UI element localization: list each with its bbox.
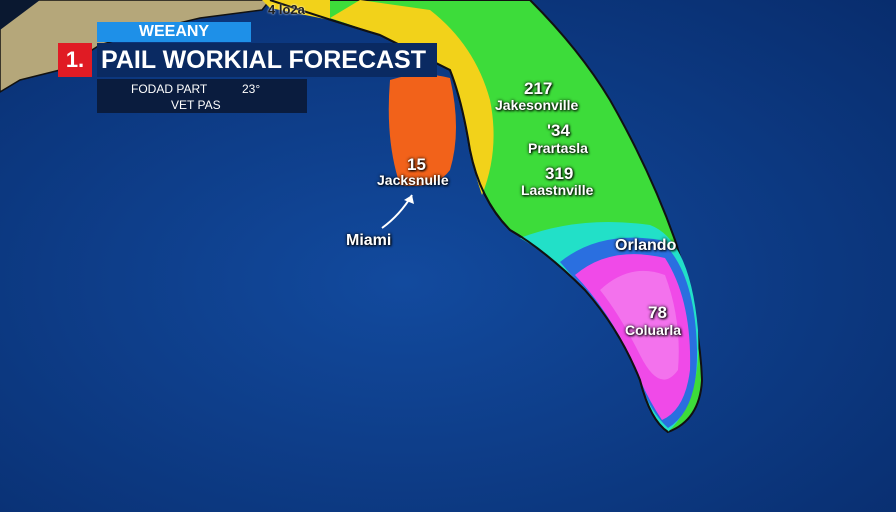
city-1: Jakesonville — [495, 97, 579, 113]
value-3: 319 — [545, 164, 574, 183]
offshore-city: Jacksnulle — [377, 172, 449, 188]
top-label: 4 lo2a — [268, 2, 305, 17]
city-2: Prartasla — [528, 140, 588, 156]
banner-number-badge: 1. — [58, 43, 92, 77]
magenta-core — [600, 270, 679, 380]
banner-kicker: WEEANY — [97, 22, 251, 42]
banner-subpanel: FODAD PART 23° VET PAS — [97, 79, 307, 113]
banner-sub-left: FODAD PART — [131, 82, 208, 96]
west-coastline — [269, 0, 669, 433]
banner-title: PAIL WORKIAL FORECAST — [97, 43, 437, 77]
city-4: Orlando — [615, 237, 677, 254]
value-1: 217 — [524, 79, 553, 98]
offshore-value: 15 — [407, 155, 426, 174]
value-2: '34 — [547, 121, 570, 140]
banner-sub-temp: 23° — [242, 82, 261, 96]
city-5: Coluarla — [625, 322, 682, 338]
value-5: 78 — [648, 303, 667, 322]
city-3: Laastnville — [521, 182, 594, 198]
banner-sub-line2: VET PAS — [171, 98, 221, 112]
orange-zone — [388, 74, 456, 186]
arrow-head-icon — [404, 195, 414, 204]
arrow-city: Miami — [346, 232, 392, 249]
space-edge — [0, 0, 40, 30]
yellow-zone — [330, 0, 494, 195]
